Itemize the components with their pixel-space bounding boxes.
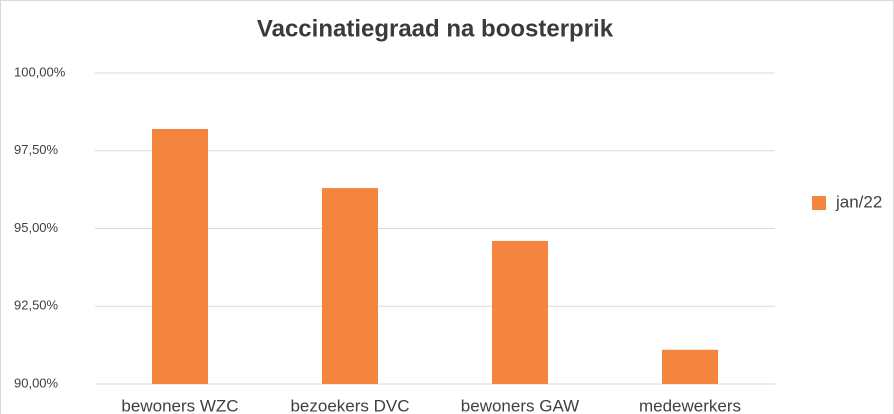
y-tick-label: 100,00% <box>14 64 66 79</box>
bar <box>662 349 718 384</box>
bar <box>492 240 548 384</box>
y-tick-label: 90,00% <box>14 375 59 390</box>
x-tick-label: bezoekers DVC <box>290 396 409 414</box>
x-tick-label: medewerkers <box>639 396 741 414</box>
y-tick-label: 97,50% <box>14 142 59 157</box>
legend-swatch <box>812 196 826 210</box>
x-tick-label: bewoners WZC <box>121 396 238 414</box>
legend-label: jan/22 <box>835 192 882 211</box>
y-tick-label: 92,50% <box>14 298 59 313</box>
bar <box>322 188 378 384</box>
x-tick-label: bewoners GAW <box>461 396 579 414</box>
chart-title: Vaccinatiegraad na boosterprik <box>257 15 614 42</box>
y-tick-label: 95,00% <box>14 220 59 235</box>
bar <box>152 128 208 384</box>
